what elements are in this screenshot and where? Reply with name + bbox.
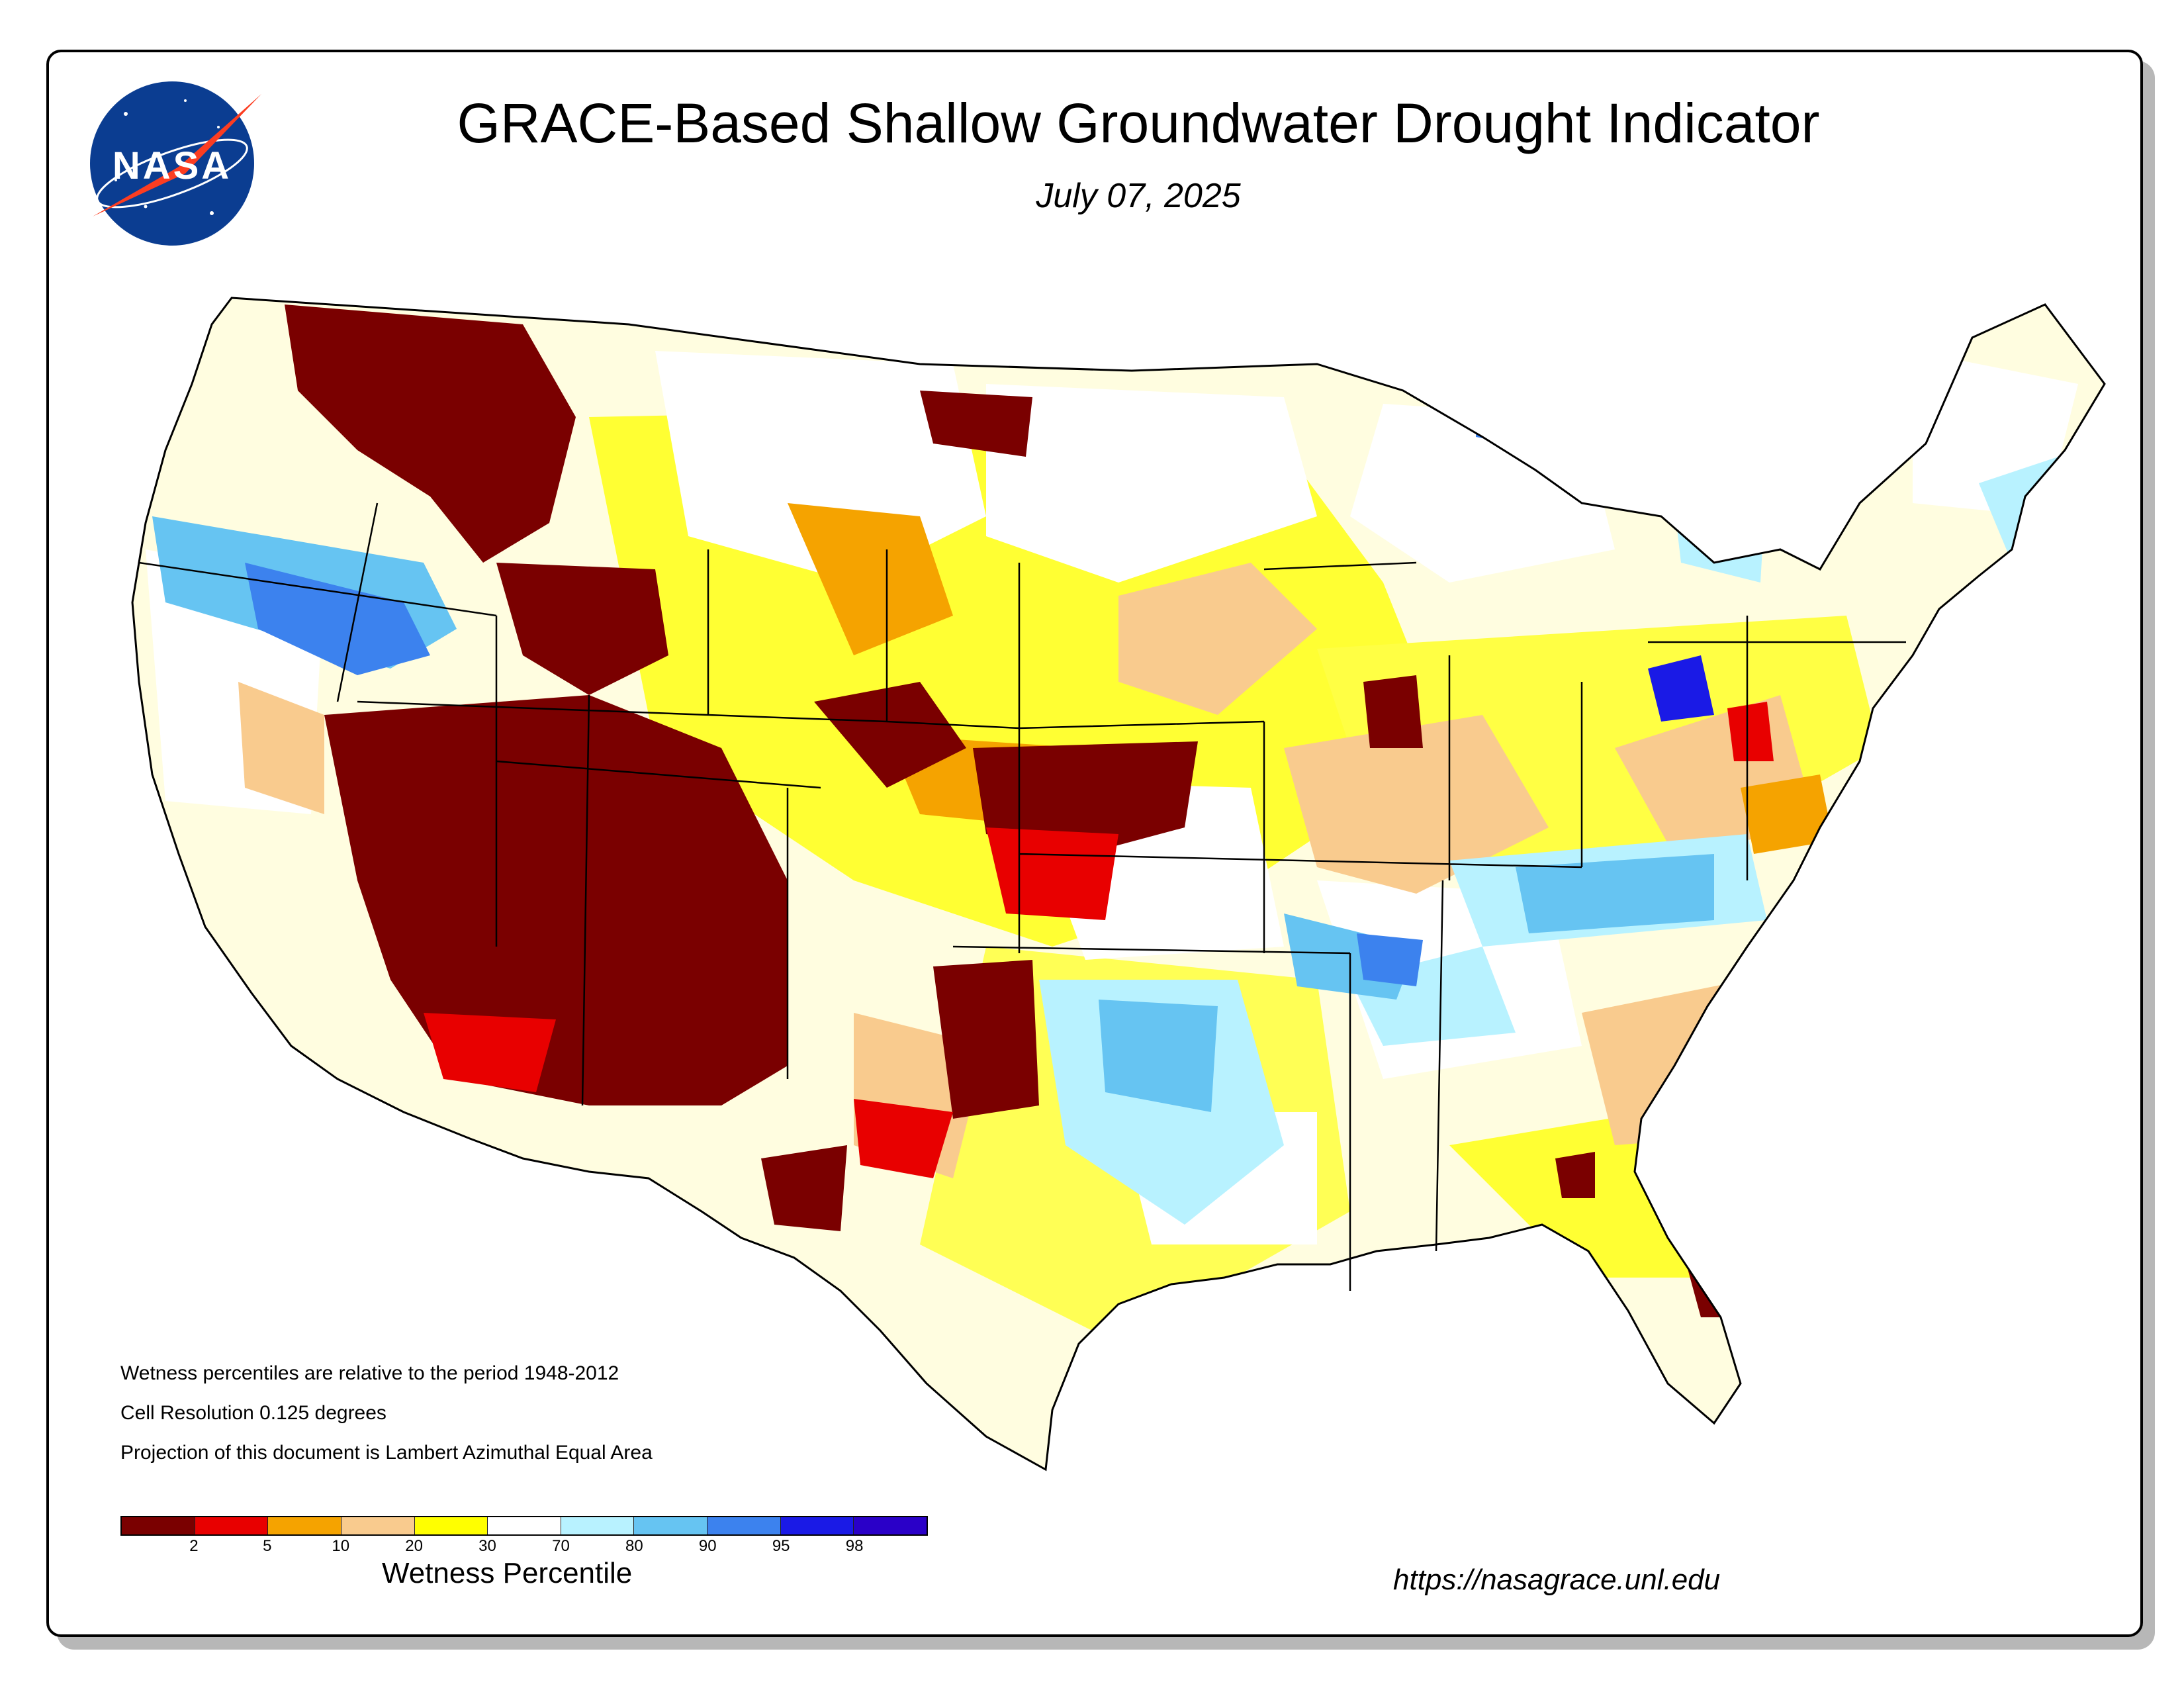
map-title: GRACE-Based Shallow Groundwater Drought …	[457, 92, 1820, 154]
legend-tick-label: 95	[772, 1537, 790, 1555]
legend-tick-label: 30	[478, 1537, 496, 1555]
legend-swatch	[122, 1517, 195, 1534]
nasa-logo: NASA	[90, 81, 261, 246]
note-projection: Projection of this document is Lambert A…	[120, 1442, 653, 1464]
legend: 2 5 10 20 30 70 80 90 95 98 Wetness Percentile	[120, 1516, 928, 1589]
legend-colorbar	[120, 1516, 928, 1536]
legend-tick-label: 90	[698, 1537, 717, 1555]
legend-tick-label: 2	[189, 1537, 199, 1555]
legend-swatch	[707, 1517, 781, 1534]
map-date: July 07, 2025	[1036, 177, 1241, 215]
legend-tick-label: 80	[625, 1537, 643, 1555]
legend-tick-label: 20	[405, 1537, 423, 1555]
legend-title: Wetness Percentile	[382, 1557, 633, 1589]
conus-drought-map	[131, 297, 2106, 1471]
legend-swatch	[414, 1517, 488, 1534]
legend-tick-label: 98	[845, 1537, 864, 1555]
note-resolution: Cell Resolution 0.125 degrees	[120, 1402, 387, 1424]
note-period: Wetness percentiles are relative to the …	[120, 1362, 619, 1384]
legend-swatch	[195, 1517, 269, 1534]
legend-swatch	[634, 1517, 708, 1534]
legend-swatch	[561, 1517, 635, 1534]
legend-swatch	[341, 1517, 415, 1534]
legend-ticks: 2 5 10 20 30 70 80 90 95 98	[120, 1536, 928, 1560]
legend-swatch	[854, 1517, 927, 1534]
legend-tick-label: 10	[332, 1537, 350, 1555]
legend-swatch	[488, 1517, 561, 1534]
legend-tick-label: 5	[263, 1537, 272, 1555]
legend-swatch	[268, 1517, 341, 1534]
legend-tick-label: 70	[552, 1537, 570, 1555]
nasa-logo-text: NASA	[113, 144, 232, 187]
legend-swatch	[780, 1517, 854, 1534]
source-url[interactable]: https://nasagrace.unl.edu	[1393, 1564, 1721, 1596]
